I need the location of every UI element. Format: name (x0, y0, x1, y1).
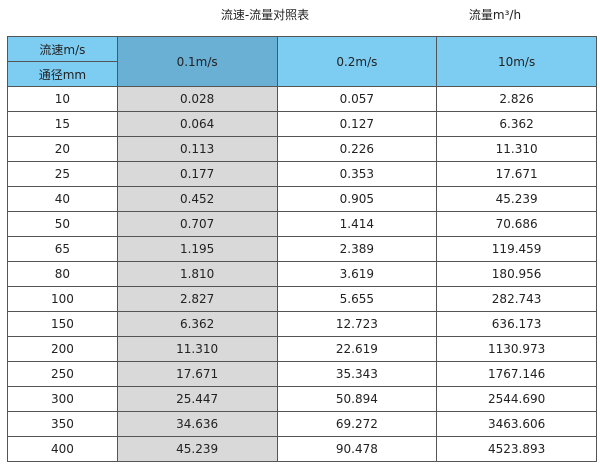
speed-header: 流速m/s (7, 36, 118, 62)
diameter-header: 通径mm (7, 61, 118, 87)
table-row: 15 0.064 0.127 6.362 (7, 111, 597, 137)
column-header-0.1: 0.1m/s (116, 36, 278, 87)
flow-cell: 282.743 (436, 286, 597, 312)
flow-cell: 22.619 (276, 336, 438, 362)
flow-cell: 6.362 (436, 111, 597, 137)
flow-cell: 6.362 (116, 311, 278, 337)
diameter-cell: 25 (7, 161, 118, 187)
flow-cell: 17.671 (116, 361, 278, 387)
flow-cell: 11.310 (116, 336, 278, 362)
table-row: 10 0.028 0.057 2.826 (7, 86, 597, 112)
flow-cell: 70.686 (436, 211, 597, 237)
flow-cell: 90.478 (276, 436, 438, 462)
flow-cell: 0.113 (116, 136, 278, 162)
flow-cell: 25.447 (116, 386, 278, 412)
diameter-cell: 200 (7, 336, 118, 362)
flow-cell: 2.826 (436, 86, 597, 112)
flow-cell: 1.195 (116, 236, 278, 262)
flow-cell: 34.636 (116, 411, 278, 437)
table-row: 200 11.310 22.619 1130.973 (7, 336, 597, 362)
flow-cell: 45.239 (116, 436, 278, 462)
diameter-cell: 40 (7, 186, 118, 212)
flow-cell: 17.671 (436, 161, 597, 187)
flow-cell: 0.226 (276, 136, 438, 162)
diameter-cell: 400 (7, 436, 118, 462)
diameter-cell: 65 (7, 236, 118, 262)
table-title: 流速-流量对照表 (220, 8, 310, 22)
table-row: 25 0.177 0.353 17.671 (7, 161, 597, 187)
diameter-cell: 10 (7, 86, 118, 112)
flow-cell: 0.064 (116, 111, 278, 137)
table-row: 150 6.362 12.723 636.173 (7, 311, 597, 337)
flow-cell: 35.343 (276, 361, 438, 387)
flow-cell: 0.905 (276, 186, 438, 212)
flow-cell: 3.619 (276, 261, 438, 287)
flow-cell: 3463.606 (436, 411, 597, 437)
table-row: 250 17.671 35.343 1767.146 (7, 361, 597, 387)
column-header-0.2: 0.2m/s (276, 36, 438, 87)
diameter-cell: 100 (7, 286, 118, 312)
flow-cell: 119.459 (436, 236, 597, 262)
flow-cell: 0.452 (116, 186, 278, 212)
flow-cell: 0.353 (276, 161, 438, 187)
flow-cell: 69.272 (276, 411, 438, 437)
diameter-cell: 15 (7, 111, 118, 137)
flow-cell: 0.177 (116, 161, 278, 187)
flow-cell: 1767.146 (436, 361, 597, 387)
flow-cell: 0.057 (276, 86, 438, 112)
table-row: 20 0.113 0.226 11.310 (7, 136, 597, 162)
flow-cell: 636.173 (436, 311, 597, 337)
diameter-cell: 80 (7, 261, 118, 287)
diameter-cell: 300 (7, 386, 118, 412)
table-row: 350 34.636 69.272 3463.606 (7, 411, 597, 437)
flow-cell: 180.956 (436, 261, 597, 287)
flow-table: 流速m/s 0.1m/s 0.2m/s 10m/s 通径mm 10 0.028 0.… (7, 36, 597, 462)
flow-cell: 4523.893 (436, 436, 597, 462)
table-row: 50 0.707 1.414 70.686 (7, 211, 597, 237)
flow-cell: 5.655 (276, 286, 438, 312)
table-row: 40 0.452 0.905 45.239 (7, 186, 597, 212)
flow-cell: 0.127 (276, 111, 438, 137)
unit-label: 流量m³/h (468, 8, 522, 22)
table-row: 65 1.195 2.389 119.459 (7, 236, 597, 262)
table-row: 400 45.239 90.478 4523.893 (7, 436, 597, 462)
flow-cell: 2.827 (116, 286, 278, 312)
flow-cell: 50.894 (276, 386, 438, 412)
flow-cell: 2544.690 (436, 386, 597, 412)
table-row: 100 2.827 5.655 282.743 (7, 286, 597, 312)
diameter-cell: 350 (7, 411, 118, 437)
flow-cell: 1130.973 (436, 336, 597, 362)
flow-cell: 12.723 (276, 311, 438, 337)
table-row: 80 1.810 3.619 180.956 (7, 261, 597, 287)
flow-cell: 0.028 (116, 86, 278, 112)
column-header-10: 10m/s (436, 36, 597, 87)
flow-cell: 11.310 (436, 136, 597, 162)
flow-cell: 1.810 (116, 261, 278, 287)
flow-cell: 45.239 (436, 186, 597, 212)
diameter-cell: 150 (7, 311, 118, 337)
flow-cell: 0.707 (116, 211, 278, 237)
flow-cell: 2.389 (276, 236, 438, 262)
diameter-cell: 250 (7, 361, 118, 387)
diameter-cell: 50 (7, 211, 118, 237)
diameter-cell: 20 (7, 136, 118, 162)
flow-cell: 1.414 (276, 211, 438, 237)
table-row: 300 25.447 50.894 2544.690 (7, 386, 597, 412)
